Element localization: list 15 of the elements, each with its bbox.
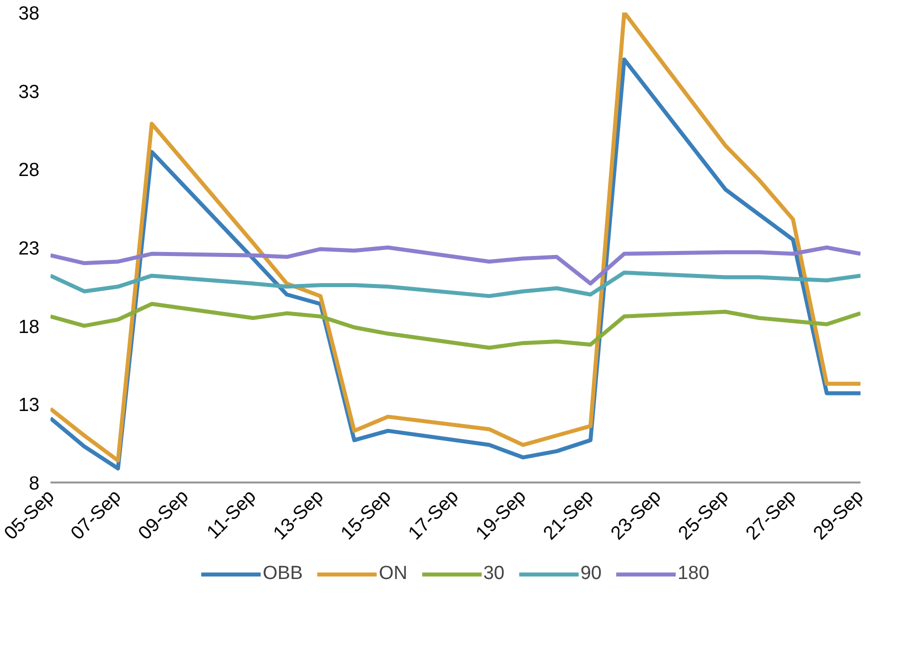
y-tick-label: 8 bbox=[28, 474, 40, 494]
legend-label: 30 bbox=[483, 563, 504, 585]
y-tick-label: 33 bbox=[18, 82, 40, 103]
line-series bbox=[50, 270, 860, 298]
y-tick-label: 28 bbox=[18, 160, 40, 182]
line-series bbox=[50, 246, 860, 286]
y-tick-label: 18 bbox=[18, 316, 40, 338]
legend-label: 90 bbox=[580, 563, 602, 585]
legend-label: ON bbox=[378, 563, 408, 585]
legend-label: 180 bbox=[678, 563, 710, 585]
legend-label: OBB bbox=[262, 563, 303, 585]
y-tick-label: 38 bbox=[18, 4, 40, 24]
y-tick-label: 23 bbox=[18, 238, 40, 260]
y-tick-label: 13 bbox=[18, 395, 40, 416]
line-series bbox=[50, 302, 860, 350]
